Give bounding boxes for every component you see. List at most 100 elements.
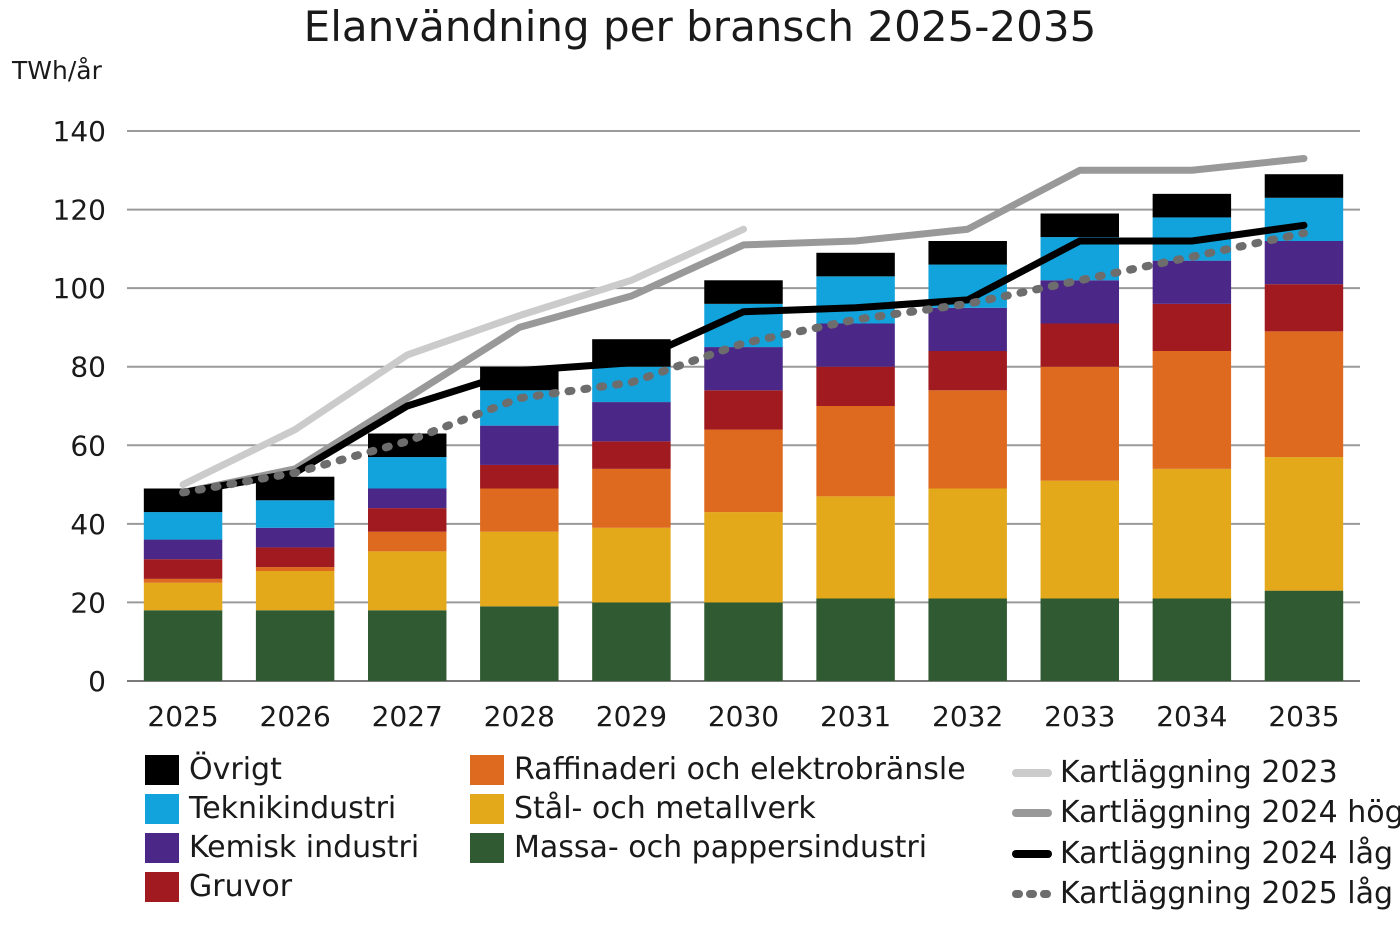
- legend-line-swatch: [1012, 889, 1052, 898]
- legend-swatch: [145, 871, 179, 902]
- y-tick-label: 80: [70, 351, 106, 384]
- bar-segment: [1152, 193, 1232, 218]
- bar-segment: [928, 598, 1007, 681]
- x-tick-label: 2031: [820, 700, 891, 733]
- bar-segment: [1040, 323, 1120, 367]
- legend-label: Kartläggning 2024 hög: [1060, 795, 1400, 830]
- legend-item-massa-och-pappersindustri: Massa- och pappersindustri: [470, 830, 927, 865]
- bar-segment: [255, 610, 335, 681]
- legend-label: Raffinaderi och elektrobränsle: [514, 752, 966, 787]
- legend-item-stal-och-metallverk: Stål- och metallverk: [470, 791, 816, 826]
- x-tick-label: 2034: [1156, 700, 1227, 733]
- bar-segment: [1264, 241, 1344, 285]
- bar-segment: [816, 598, 895, 681]
- bar-segment: [143, 582, 223, 611]
- bar-segment: [367, 457, 447, 489]
- bar-segment: [1152, 351, 1232, 469]
- bar-segment: [480, 606, 559, 681]
- bar-segment: [816, 366, 895, 406]
- bar-segment: [1264, 590, 1344, 681]
- x-tick-label: 2028: [484, 700, 555, 733]
- legend-item-kartlaggning-2024-lag: Kartläggning 2024 låg: [1012, 836, 1393, 871]
- series-line: [179, 221, 1308, 496]
- legend-label: Massa- och pappersindustri: [514, 830, 928, 865]
- series-line: [179, 155, 1308, 496]
- bar-segment: [255, 547, 335, 568]
- bar-segment: [143, 610, 223, 681]
- legend-label: Kartläggning 2024 låg: [1060, 836, 1394, 871]
- bar-segment: [704, 602, 783, 681]
- y-tick-label: 20: [70, 586, 106, 619]
- bar-segment: [816, 406, 895, 497]
- bar-segment: [928, 390, 1007, 489]
- bar-segment: [928, 241, 1007, 265]
- legend-item-raffinaderi: Raffinaderi och elektrobränsle: [470, 752, 966, 787]
- legend-label: Kemisk industri: [189, 830, 420, 865]
- bar-segment: [928, 488, 1007, 599]
- legend-label: Kartläggning 2025 låg: [1060, 876, 1394, 911]
- bar-segment: [1040, 366, 1120, 481]
- legend-item-kemisk-industri: Kemisk industri: [145, 830, 419, 865]
- bar-segment: [1040, 598, 1120, 681]
- bar-segment: [1152, 303, 1232, 351]
- bar-segment: [704, 347, 783, 391]
- y-axis-unit-label: TWh/år: [12, 56, 102, 85]
- x-tick-label: 2030: [708, 700, 779, 733]
- bar-segment: [1152, 598, 1232, 681]
- legend-swatch: [145, 793, 179, 824]
- legend-label: Kartläggning 2023: [1060, 755, 1338, 790]
- bar-segment: [1264, 457, 1344, 591]
- bar-segment: [367, 488, 447, 509]
- bar-segment: [1264, 331, 1344, 458]
- series-line: [179, 229, 1308, 497]
- bar-segment: [480, 531, 559, 607]
- bar-segment: [480, 425, 559, 465]
- legend-line-swatch: [1012, 849, 1052, 858]
- bar-segment: [928, 307, 1007, 351]
- y-tick-label: 60: [70, 429, 106, 462]
- bar-segment: [143, 578, 223, 583]
- legend-swatch: [470, 832, 504, 863]
- y-tick-label: 120: [53, 194, 106, 227]
- bar-segment: [1264, 174, 1344, 198]
- bar-segment: [1264, 284, 1344, 332]
- legend-item-kartlaggning-2025-lag: Kartläggning 2025 låg: [1012, 876, 1393, 911]
- bar-segment: [592, 402, 671, 442]
- y-tick-label: 100: [53, 272, 106, 305]
- legend-item-ovrigt: Övrigt: [145, 752, 282, 787]
- bar-segment: [143, 559, 223, 579]
- legend-item-gruvor: Gruvor: [145, 869, 292, 904]
- x-tick-label: 2035: [1268, 700, 1339, 733]
- bar-segment: [255, 571, 335, 611]
- bar-segment: [255, 500, 335, 528]
- legend-item-kartlaggning-2023: Kartläggning 2023: [1012, 755, 1338, 790]
- x-tick-label: 2027: [372, 700, 443, 733]
- bar-segment: [367, 508, 447, 532]
- bar-segment: [704, 429, 783, 513]
- series-line: [179, 225, 747, 489]
- legend-swatch: [145, 832, 179, 863]
- bar-segment: [592, 468, 671, 528]
- bar-segment: [480, 464, 559, 489]
- x-tick-label: 2033: [1044, 700, 1115, 733]
- x-tick-label: 2032: [932, 700, 1003, 733]
- bar-segment: [816, 252, 895, 277]
- bar-segment: [143, 539, 223, 560]
- bar-segment: [367, 531, 447, 552]
- bar-segment: [255, 476, 335, 501]
- bar-segment: [255, 567, 335, 571]
- legend-swatch: [470, 754, 504, 785]
- stacked-bar-chart: 0 20 40 60 80 100 120 140 2025 2026 2027 2028 2029 20…: [53, 115, 1360, 733]
- bar-segment: [816, 323, 895, 367]
- bar-segment: [1152, 260, 1232, 304]
- x-tick-label: 2025: [147, 700, 218, 733]
- bar-segment: [704, 390, 783, 430]
- legend-label: Stål- och metallverk: [514, 791, 816, 826]
- bar-segment: [143, 512, 223, 540]
- legend-swatch: [470, 793, 504, 824]
- y-tick-label: 40: [70, 508, 106, 541]
- chart-title: Elanvändning per bransch 2025-2035: [303, 2, 1097, 51]
- bar-segment: [1152, 468, 1232, 599]
- bar-segment: [367, 433, 447, 458]
- legend-label: Gruvor: [189, 869, 293, 904]
